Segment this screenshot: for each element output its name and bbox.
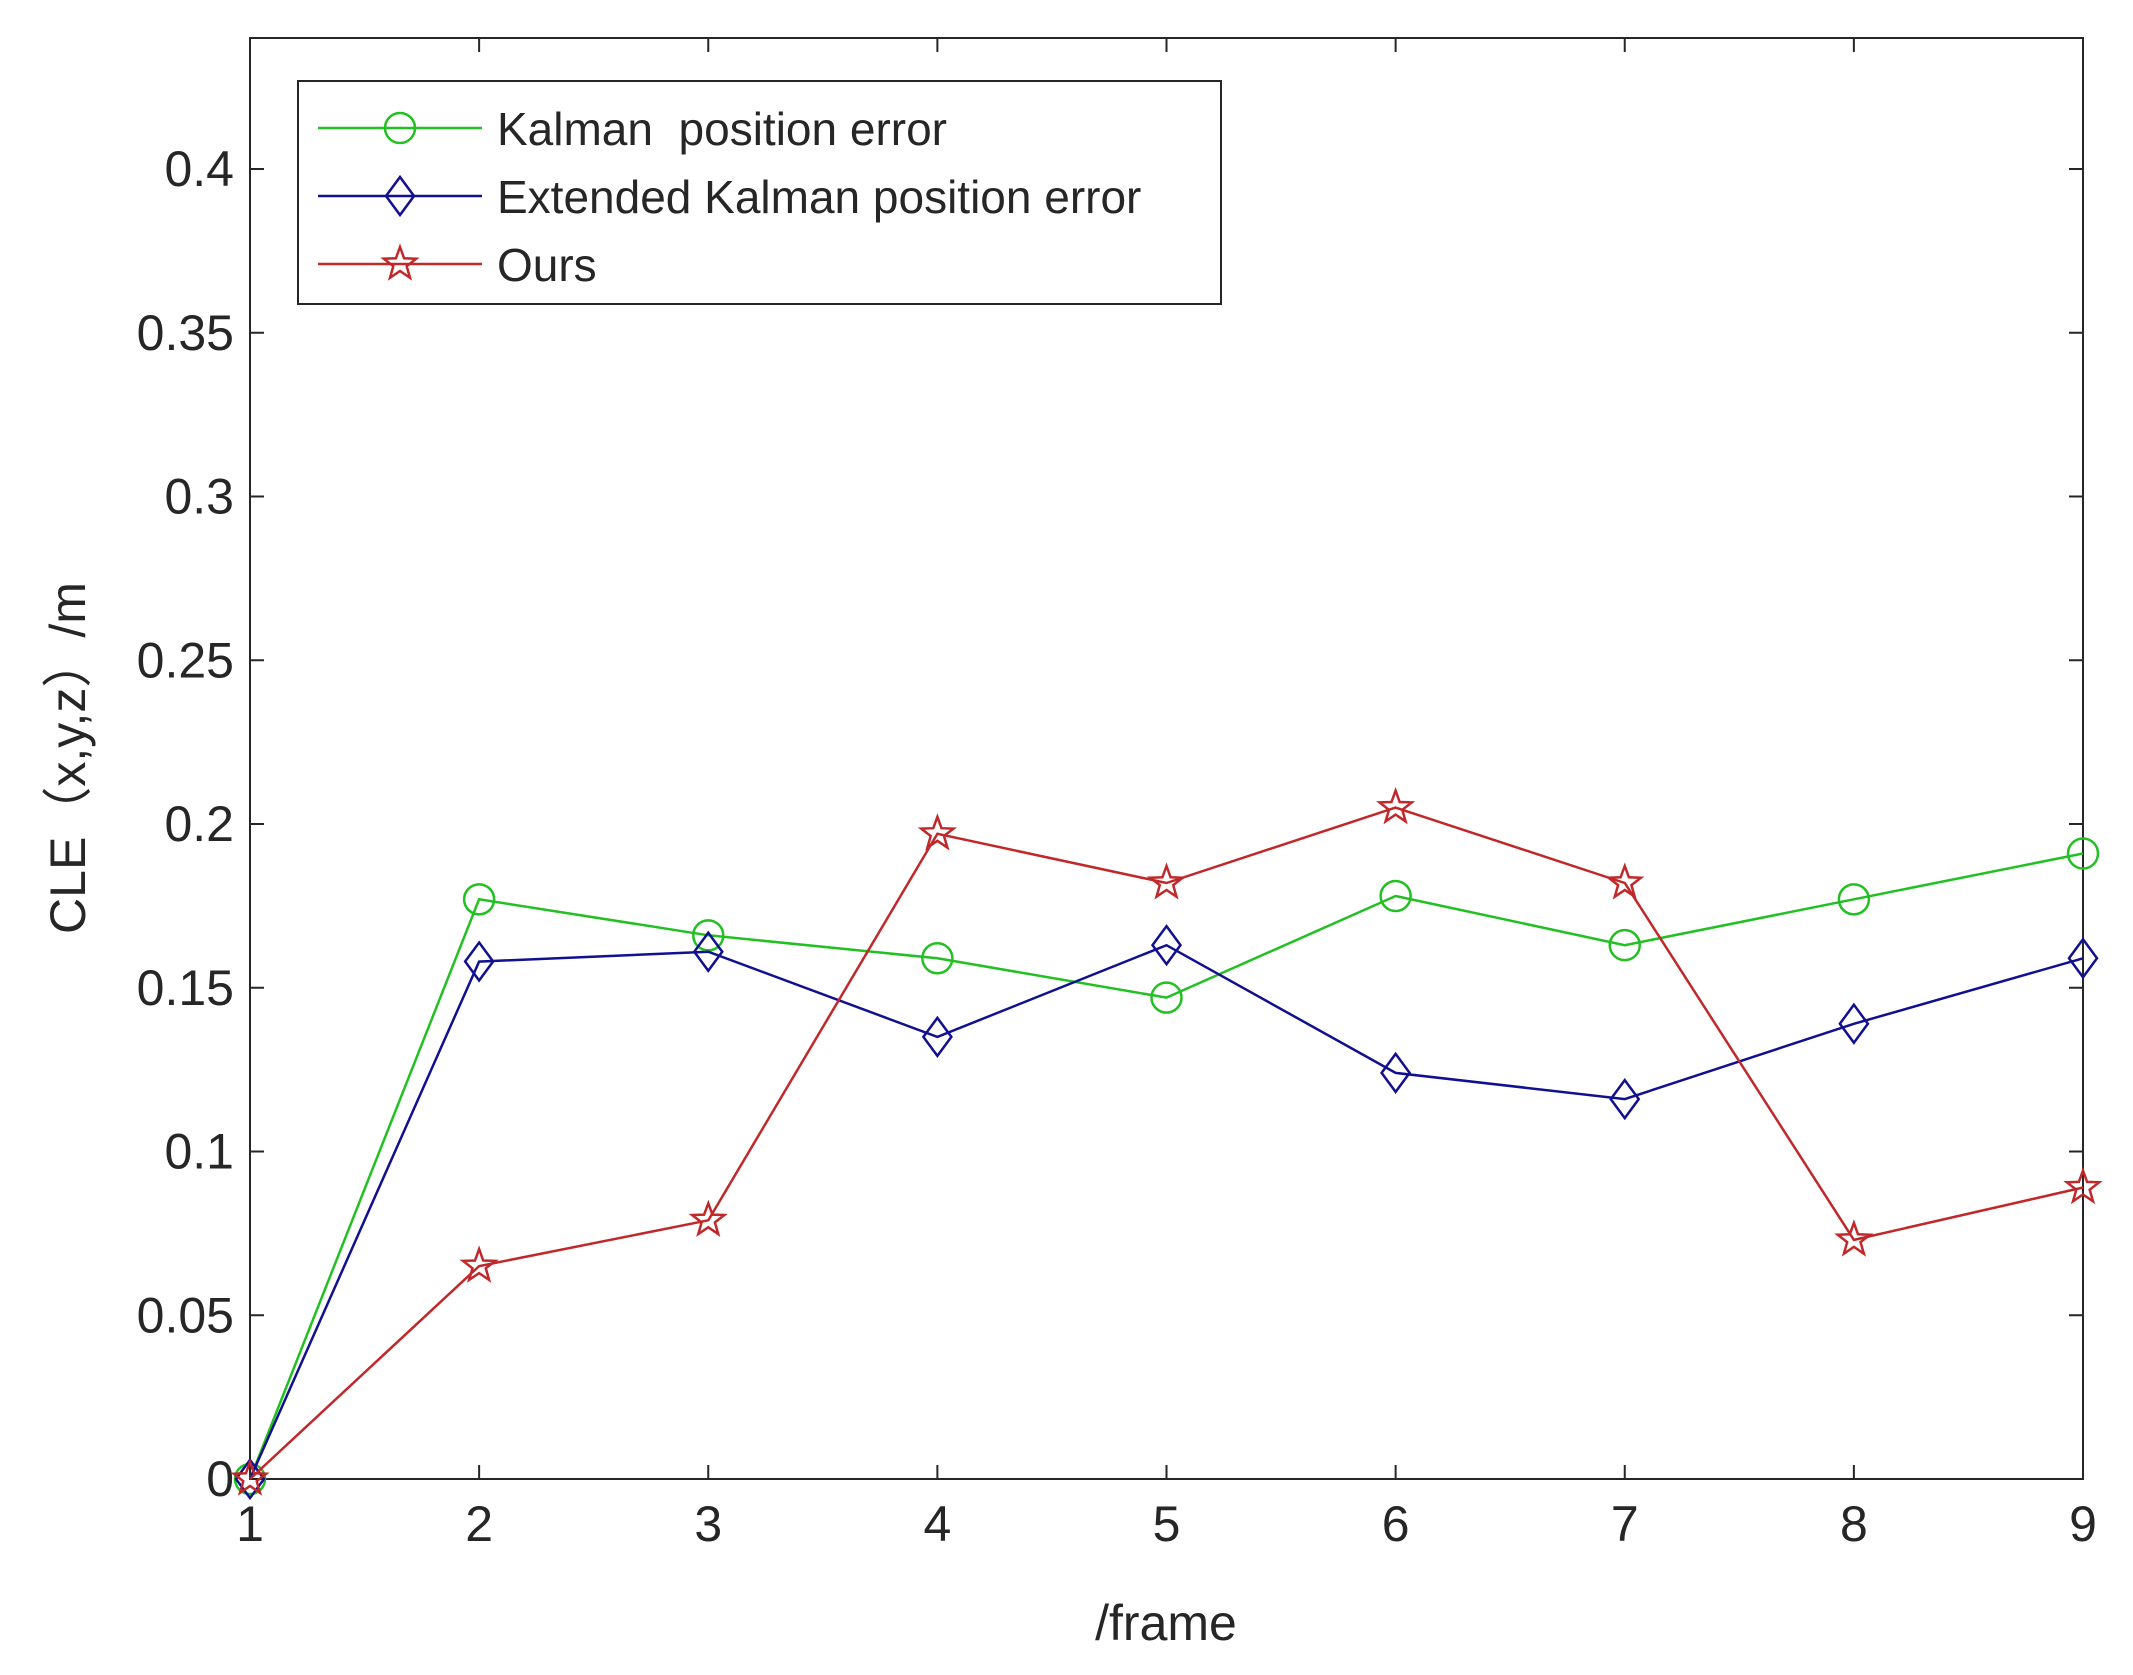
legend-label: Extended Kalman position error [497, 171, 1141, 223]
data-point [1379, 879, 1412, 913]
data-point [2066, 837, 2100, 870]
x-tick-label: 2 [465, 1496, 493, 1552]
x-axis-label: /frame [1095, 1595, 1237, 1651]
data-point [462, 883, 496, 916]
legend: Kalman position error Extended Kalman pos… [297, 80, 1222, 305]
data-point [1150, 924, 1183, 967]
y-tick-label: 0 [206, 1451, 234, 1507]
x-tick-label: 6 [1382, 1496, 1410, 1552]
data-point [1834, 1219, 1874, 1257]
series-star [230, 786, 2103, 1496]
legend-label: Kalman position error [497, 103, 947, 155]
data-point [1838, 1002, 1870, 1045]
data-point [1146, 862, 1187, 900]
data-point [1837, 883, 1871, 916]
data-point [1376, 786, 1416, 825]
y-tick-label: 0.3 [164, 469, 234, 525]
data-point [1150, 981, 1183, 1014]
axis-ticks: 1 2 3 4 5 6 7 8 9 0 0.05 0.1 0.15 0.2 0.25 0.3 0.35 0.4 [137, 38, 2097, 1552]
x-tick-label: 5 [1153, 1496, 1181, 1552]
legend-marker [384, 174, 416, 218]
y-tick-label: 0.25 [137, 632, 234, 688]
y-tick-label: 0.4 [164, 141, 234, 197]
data-point [917, 813, 957, 851]
legend-marker [380, 243, 420, 281]
series-line [248, 852, 2084, 1480]
series-layer [230, 786, 2103, 1501]
x-tick-label: 7 [1611, 1496, 1639, 1552]
x-tick-label: 3 [694, 1496, 722, 1552]
data-point [921, 942, 954, 975]
data-point [921, 1015, 953, 1058]
y-tick-label: 0.15 [137, 960, 234, 1016]
x-tick-label: 1 [236, 1496, 264, 1552]
data-point [1609, 1077, 1641, 1121]
x-tick-label: 8 [1840, 1496, 1868, 1552]
x-tick-label: 9 [2069, 1496, 2097, 1552]
series-line [249, 806, 2084, 1480]
data-point [688, 1199, 728, 1237]
data-point [2067, 937, 2099, 980]
data-point [459, 1245, 499, 1283]
series-line [248, 943, 2084, 1480]
legend-box [297, 80, 1222, 305]
y-tick-label: 0.2 [164, 796, 234, 852]
data-point [692, 930, 724, 973]
y-tick-label: 0.05 [137, 1287, 234, 1343]
y-axis-label: CLE（x,y,z）/m [40, 582, 96, 934]
data-point [1608, 928, 1641, 962]
y-tick-label: 0.35 [137, 305, 234, 361]
y-tick-label: 0.1 [164, 1124, 234, 1180]
data-point [230, 1458, 270, 1496]
data-point [1605, 862, 1645, 900]
legend-marker [383, 111, 417, 145]
legend-label: Ours [497, 239, 597, 291]
data-point [1380, 1051, 1412, 1095]
data-point [692, 919, 725, 952]
data-point [463, 940, 495, 983]
data-point [2063, 1166, 2103, 1205]
x-tick-label: 4 [923, 1496, 951, 1552]
